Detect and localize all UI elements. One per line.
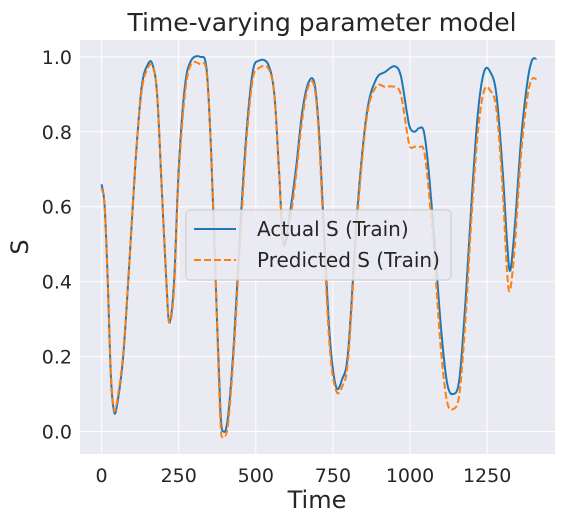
series-layer — [100, 55, 537, 439]
x-tick-label: 250 — [161, 465, 197, 487]
y-tick-label: 0.4 — [42, 272, 72, 294]
y-tick-label: 0.8 — [42, 122, 72, 144]
y-tick-label: 1.0 — [42, 47, 72, 69]
x-tick-label: 0 — [96, 465, 108, 487]
x-tick-label: 750 — [315, 465, 351, 487]
x-tick-label: 1000 — [386, 465, 434, 487]
y-tick-label: 0.0 — [42, 422, 72, 444]
x-tick-labels: 0 250 500 750 1000 1250 — [96, 465, 512, 487]
legend-actual-label: Actual S (Train) — [257, 217, 409, 241]
x-axis-label: Time — [287, 486, 347, 514]
x-tick-label: 500 — [238, 465, 274, 487]
legend-predicted-label: Predicted S (Train) — [257, 248, 440, 272]
series-predicted-line — [100, 60, 537, 439]
legend-box — [185, 209, 452, 281]
y-tick-label: 0.2 — [42, 347, 72, 369]
y-axis-label: S — [6, 239, 34, 254]
y-tick-label: 0.6 — [42, 197, 72, 219]
y-tick-labels: 0.0 0.2 0.4 0.6 0.8 1.0 — [42, 47, 72, 444]
x-tick-label: 1250 — [463, 465, 511, 487]
legend: Actual S (Train) Predicted S (Train) — [185, 209, 452, 281]
chart-title: Time-varying parameter model — [126, 8, 516, 37]
